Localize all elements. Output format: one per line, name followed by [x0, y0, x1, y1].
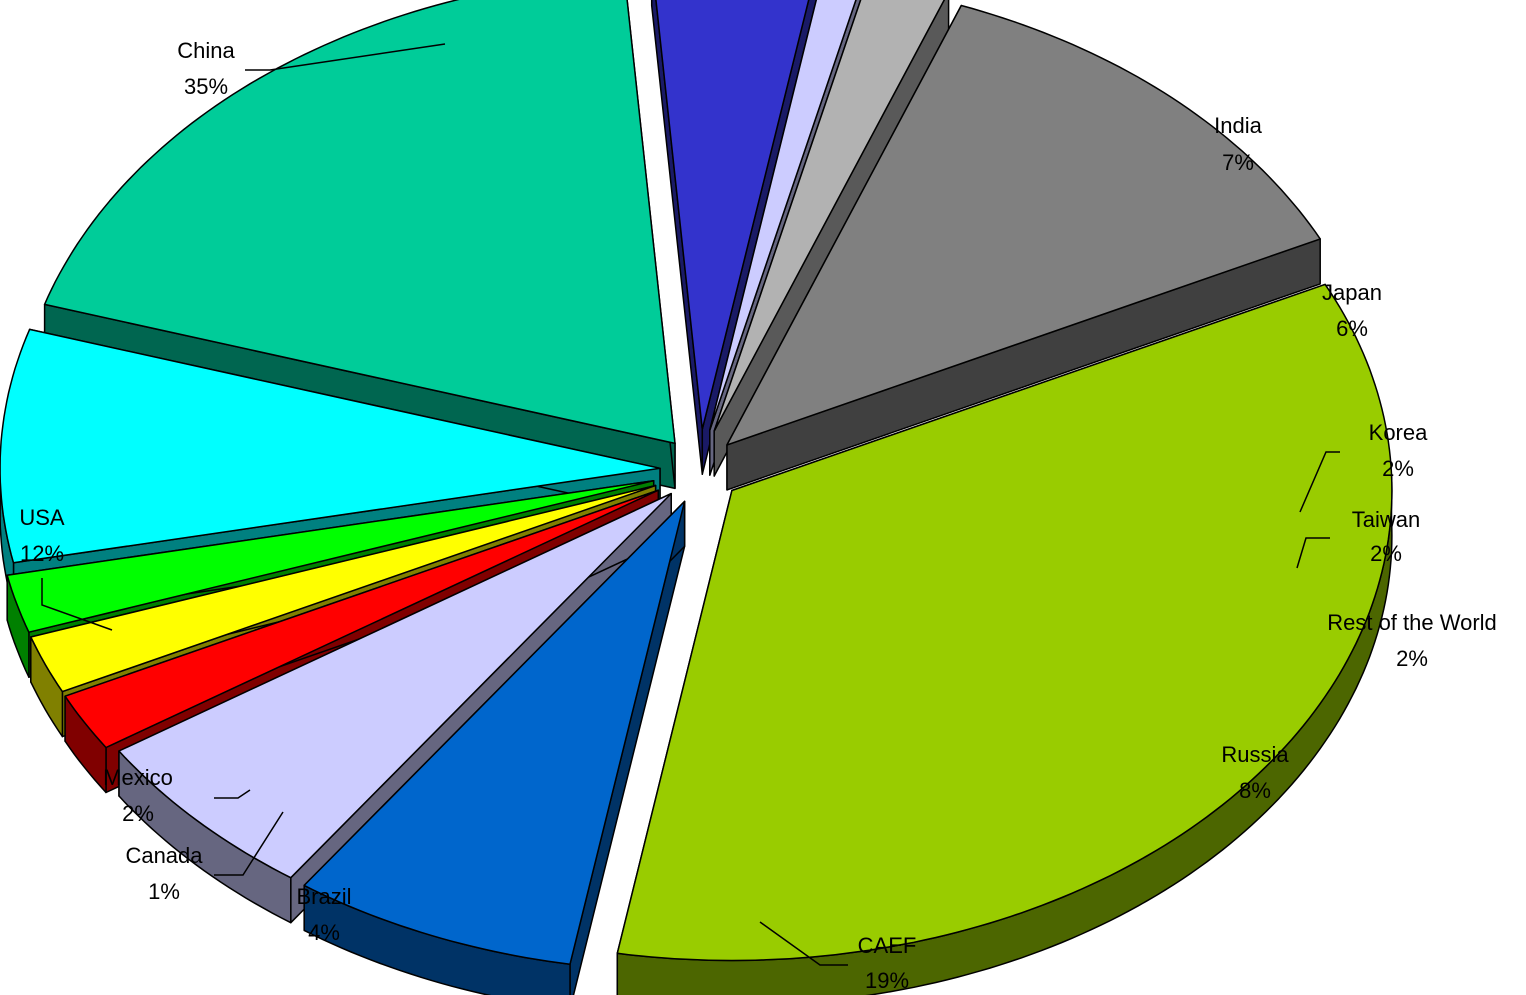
- label-china-pct: 35%: [184, 74, 228, 99]
- pie-slice-india: [303, 500, 686, 995]
- label-canada-pct: 1%: [148, 879, 180, 904]
- leader-line-caef: [759, 921, 848, 966]
- leader-line-china: [245, 43, 446, 71]
- label-rest-of-world-name: Rest of the World: [1327, 610, 1497, 635]
- label-brazil-pct: 4%: [308, 920, 340, 945]
- label-korea-pct: 2%: [1382, 456, 1414, 481]
- pie-slice-brazil-top: [655, 0, 810, 430]
- pie-slice-korea-top: [64, 489, 660, 749]
- label-china-name: China: [177, 38, 235, 63]
- pie-slice-mexico: [713, 0, 950, 477]
- label-caef-pct: 19%: [865, 968, 909, 993]
- pie-slice-china: [616, 283, 1393, 995]
- label-japan-name: Japan: [1322, 280, 1382, 305]
- leader-line-usa: [41, 578, 113, 631]
- label-usa-pct: 12%: [20, 541, 64, 566]
- pie-slice-usa: [726, 4, 1321, 491]
- label-india-pct: 7%: [1222, 150, 1254, 175]
- label-mexico-name: Mexico: [103, 765, 173, 790]
- label-japan-pct: 6%: [1336, 316, 1368, 341]
- label-usa-name: USA: [19, 505, 65, 530]
- label-india-name: India: [1214, 113, 1262, 138]
- pie-slice-caef-top: [43, 0, 676, 445]
- leader-line-taiwan: [1296, 537, 1330, 569]
- leader-line-canada: [214, 811, 284, 876]
- pie-slice-india-top: [303, 500, 686, 965]
- pie-slice-russia-top: [0, 328, 661, 564]
- leader-line-korea: [1299, 451, 1340, 513]
- pie-slice-japan-top: [118, 492, 672, 879]
- pie-slice-rest-of-the-world-top: [6, 479, 655, 633]
- label-taiwan-pct: 2%: [1370, 541, 1402, 566]
- label-russia-pct: 8%: [1239, 778, 1271, 803]
- label-mexico-pct: 2%: [122, 801, 154, 826]
- label-taiwan-name: Taiwan: [1352, 507, 1420, 532]
- label-rest-of-world-pct: 2%: [1396, 646, 1428, 671]
- slice-labels: China 35% India 7% Japan 6% Korea 2% Tai…: [19, 38, 1496, 993]
- pie-slice-usa-top: [726, 4, 1321, 446]
- pie-slice-china-top: [616, 283, 1393, 962]
- pie-slice-canada-top: [709, 0, 857, 431]
- label-leader-lines: [41, 43, 1340, 966]
- label-korea-name: Korea: [1369, 420, 1428, 445]
- label-brazil-name: Brazil: [296, 884, 351, 909]
- pie-slice-taiwan-top: [30, 484, 657, 693]
- pie-slice-mexico-top: [713, 0, 946, 432]
- label-russia-name: Russia: [1221, 742, 1289, 767]
- leader-line-mexico: [214, 789, 251, 799]
- label-caef-name: CAEF: [858, 933, 917, 958]
- label-canada-name: Canada: [125, 843, 203, 868]
- pie-slices: [0, 0, 1393, 995]
